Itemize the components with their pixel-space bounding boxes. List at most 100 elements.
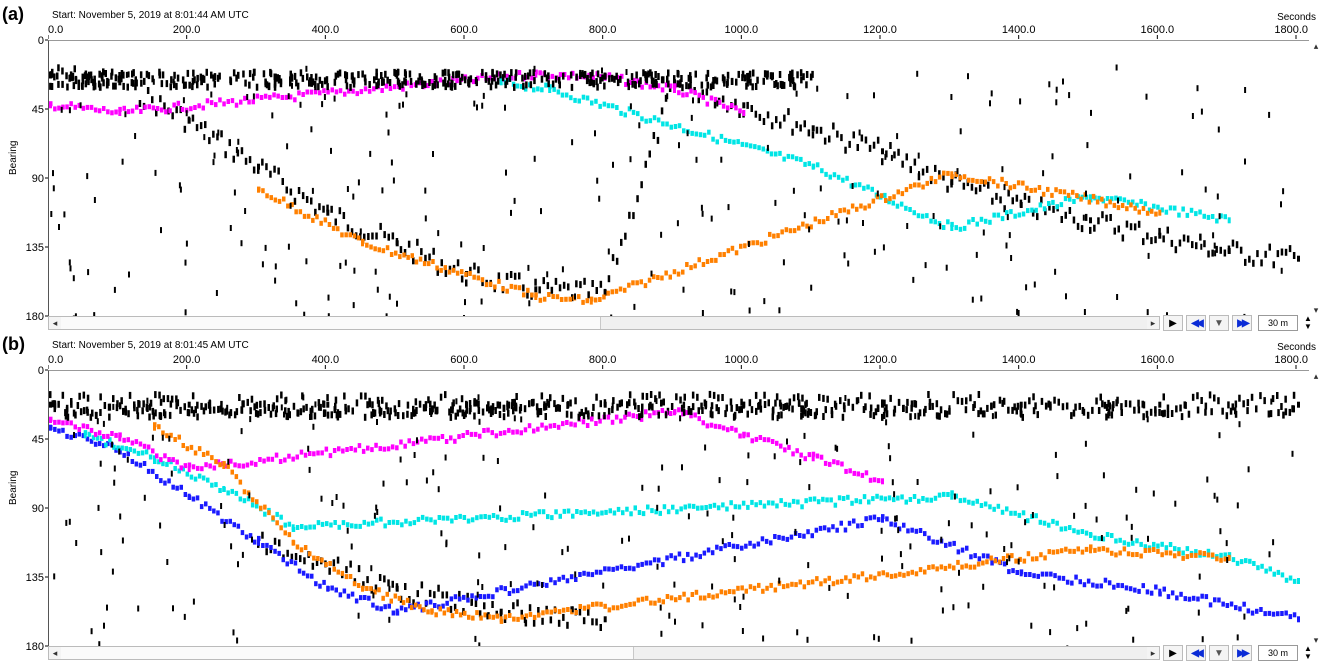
track-point	[1056, 549, 1060, 554]
zoom-spinner[interactable]: ▲ ▼	[1302, 645, 1314, 661]
track-point	[218, 97, 222, 102]
rewind-button[interactable]: ◀◀	[1186, 315, 1206, 331]
scroll-up-icon[interactable]: ▴	[1310, 370, 1322, 382]
band-point	[133, 404, 136, 411]
band-point	[552, 81, 555, 88]
track-point	[157, 424, 161, 429]
bearing-time-plot[interactable]	[48, 370, 1309, 647]
track-point	[1061, 216, 1064, 223]
noise-point	[1018, 559, 1020, 565]
data-point	[396, 609, 399, 615]
noise-point	[353, 268, 355, 274]
track-point	[992, 507, 996, 512]
track-point	[927, 536, 931, 541]
horizontal-scrollbar[interactable]: ◂ ▸	[48, 646, 1160, 660]
track-point	[475, 600, 478, 607]
track-point	[102, 106, 106, 111]
track-point	[147, 87, 150, 94]
track-point	[372, 86, 376, 91]
noise-point	[358, 179, 360, 185]
scroll-thumb[interactable]	[61, 647, 634, 659]
track-point	[898, 572, 902, 577]
play-button[interactable]: ▶	[1163, 315, 1183, 331]
track-point	[159, 457, 163, 462]
track-point	[273, 549, 277, 554]
track-point	[836, 131, 839, 138]
track-point	[999, 397, 1002, 404]
track-point	[514, 285, 518, 290]
rewind-button[interactable]: ◀◀	[1186, 645, 1206, 661]
horizontal-scrollbar[interactable]: ◂ ▸	[48, 316, 1160, 330]
dropdown-button[interactable]: ▼	[1209, 645, 1229, 661]
track-point	[769, 583, 773, 588]
track-point	[969, 394, 972, 401]
band-point	[448, 74, 451, 81]
track-point	[265, 548, 268, 555]
band-point	[924, 406, 927, 413]
track-point	[512, 602, 515, 609]
track-point	[603, 566, 607, 571]
track-point	[491, 601, 494, 608]
scroll-right-icon[interactable]: ▸	[1147, 647, 1159, 659]
noise-point	[1086, 142, 1088, 148]
track-point	[198, 446, 202, 451]
noise-point	[302, 394, 304, 400]
track-point	[1293, 252, 1296, 259]
scroll-up-icon[interactable]: ▴	[1310, 40, 1322, 52]
dropdown-button[interactable]: ▼	[1209, 315, 1229, 331]
track-point	[611, 567, 615, 572]
fast-forward-button[interactable]: ▶▶	[1232, 645, 1252, 661]
fast-forward-button[interactable]: ▶▶	[1232, 315, 1252, 331]
track-point	[1255, 609, 1259, 614]
band-point	[638, 413, 641, 420]
scroll-left-icon[interactable]: ◂	[49, 647, 61, 659]
track-point	[133, 449, 137, 454]
track-point	[1173, 553, 1177, 558]
zoom-field[interactable]: 30 m	[1258, 315, 1298, 331]
vertical-scrollbar[interactable]: ▴ ▾	[1310, 370, 1322, 646]
track-point	[135, 462, 139, 467]
track-point	[1293, 392, 1296, 399]
start-time-label: Start: November 5, 2019 at 8:01:44 AM UT…	[52, 10, 249, 21]
track-point	[852, 404, 855, 411]
track-point	[989, 556, 993, 561]
zoom-field[interactable]: 30 m	[1258, 645, 1298, 661]
track-point	[1007, 569, 1011, 574]
track-point	[1007, 190, 1010, 197]
track-point	[942, 171, 946, 176]
track-point	[855, 498, 859, 503]
track-point	[402, 412, 405, 419]
data-point	[326, 402, 329, 408]
noise-point	[1129, 173, 1131, 179]
track-point	[110, 431, 114, 436]
noise-point	[891, 155, 893, 161]
track-point	[1150, 237, 1153, 244]
scroll-left-icon[interactable]: ◂	[49, 317, 61, 329]
track-point	[726, 427, 730, 432]
scroll-thumb[interactable]	[61, 317, 601, 329]
band-point	[175, 83, 178, 90]
data-point	[742, 432, 745, 438]
track-point	[478, 434, 482, 439]
track-point	[768, 399, 771, 406]
band-point	[196, 75, 199, 82]
track-point	[298, 187, 301, 194]
scroll-right-icon[interactable]: ▸	[1147, 317, 1159, 329]
track-point	[171, 485, 175, 490]
noise-point	[119, 514, 121, 520]
zoom-spinner[interactable]: ▲ ▼	[1302, 315, 1314, 331]
band-point	[555, 76, 558, 83]
noise-point	[1065, 293, 1067, 299]
track-point	[929, 219, 933, 224]
band-point	[196, 413, 199, 420]
track-point	[442, 516, 446, 521]
noise-point	[673, 582, 675, 588]
play-button[interactable]: ▶	[1163, 645, 1183, 661]
track-point	[149, 455, 153, 460]
vertical-scrollbar[interactable]: ▴ ▾	[1310, 40, 1322, 316]
track-point	[1175, 405, 1178, 412]
bearing-time-plot[interactable]	[48, 40, 1309, 317]
track-point	[301, 92, 305, 97]
band-point	[581, 70, 584, 77]
track-point	[324, 217, 328, 222]
